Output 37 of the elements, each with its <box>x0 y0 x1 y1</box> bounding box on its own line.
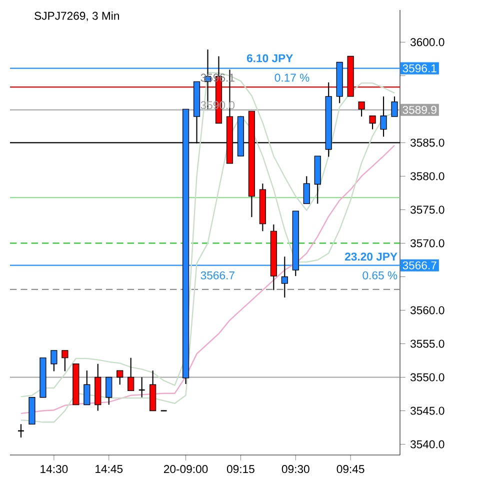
ref-line-label: 3596.1 <box>402 64 436 72</box>
candlestick <box>106 376 112 406</box>
y-tick-label: 3580.0 <box>410 172 444 180</box>
ref-line-label: 3566.7 <box>402 261 436 270</box>
y-tick-label: 3540.0 <box>410 440 444 448</box>
x-tick-label: 09:30 <box>282 465 310 474</box>
y-tick-label: 3575.0 <box>410 206 444 214</box>
y-tick-label: 3545.0 <box>410 406 444 415</box>
candlestick <box>369 115 376 130</box>
x-tick-label: 14:45 <box>96 465 123 473</box>
candlestick <box>50 350 58 372</box>
y-tick-label: 3600.0 <box>410 38 444 46</box>
annotation: 0.17 % <box>274 74 310 82</box>
candlestick <box>281 256 288 298</box>
x-tick-label: 09:15 <box>226 465 254 474</box>
y-tick-label: 3555.0 <box>410 340 444 348</box>
annotation: 6.10 JPY <box>246 54 293 62</box>
y-tick-label: 3570.0 <box>410 239 444 248</box>
candlestick <box>84 370 90 406</box>
x-tick-label: 09:45 <box>336 465 364 474</box>
line-series <box>20 72 396 398</box>
annotation: 23.20 JPY <box>345 252 398 261</box>
chart-title: SJPJ7269, 3 Min <box>34 11 119 22</box>
x-tick-label: 20-09:00 <box>164 465 208 474</box>
y-tick-label: 3585.0 <box>410 138 444 147</box>
candlestick <box>303 176 310 204</box>
ref-line-label: 3589.9 <box>402 106 436 114</box>
candlestick <box>358 101 365 118</box>
x-tick-label: 14:30 <box>40 465 68 474</box>
candlestick <box>116 370 124 386</box>
annotation: 3566.7 <box>200 271 234 280</box>
y-tick-label: 3550.0 <box>410 373 444 382</box>
annotation: 0.65 % <box>362 271 398 280</box>
candlestick <box>62 350 68 372</box>
candlestick <box>128 357 134 392</box>
y-tick-label: 3560.0 <box>410 306 444 314</box>
candlestick <box>380 96 387 138</box>
